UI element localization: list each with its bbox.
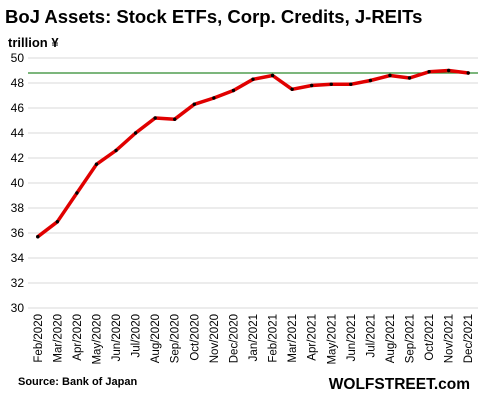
data-point [290, 87, 294, 91]
y-tick-label: 42 [11, 151, 25, 165]
data-markers [36, 68, 470, 239]
data-point [309, 83, 314, 88]
x-tick-label: Feb/2021 [268, 314, 280, 363]
x-tick-label: Jun/2021 [346, 314, 358, 361]
data-point [192, 102, 197, 106]
x-tick-label: May/2020 [91, 314, 103, 365]
x-tick-label: Sep/2020 [170, 314, 182, 363]
data-point [153, 116, 157, 120]
data-point [36, 235, 40, 239]
x-axis-ticks: Feb/2020 Mar/2020 Apr/2020 May/2020 Jun/2020… [33, 314, 475, 365]
x-tick-label: Oct/2020 [189, 314, 201, 361]
data-point [55, 220, 60, 224]
x-tick-label: Nov/2021 [444, 314, 456, 363]
chart-title: BoJ Assets: Stock ETFs, Corp. Credits, J… [5, 6, 422, 27]
x-tick-label: Apr/2020 [72, 314, 84, 361]
y-tick-label: 36 [11, 226, 25, 240]
data-point [388, 73, 392, 78]
y-tick-label: 40 [11, 176, 25, 190]
y-axis-units: trillion ¥ [8, 35, 59, 50]
y-tick-label: 48 [11, 76, 25, 90]
y-axis-ticks: 30 32 34 36 38 40 42 44 46 48 50 [11, 51, 25, 315]
x-tick-label: Mar/2021 [287, 314, 299, 363]
x-tick-label: Apr/2021 [307, 314, 319, 361]
data-point [114, 148, 118, 153]
x-tick-label: Jun/2020 [111, 314, 123, 361]
data-point [94, 162, 99, 166]
data-point [329, 82, 333, 86]
x-tick-label: Dec/2021 [463, 314, 475, 363]
x-tick-label: Oct/2021 [424, 314, 436, 361]
data-point [133, 131, 138, 135]
y-tick-label: 34 [11, 251, 25, 265]
x-tick-label: Feb/2020 [33, 314, 45, 363]
data-point [173, 117, 177, 121]
y-tick-label: 30 [11, 301, 25, 315]
source-note: Source: Bank of Japan [18, 376, 137, 388]
x-tick-label: Mar/2020 [52, 314, 64, 363]
data-point [231, 88, 236, 93]
y-tick-label: 44 [11, 126, 25, 140]
x-tick-label: Dec/2020 [228, 314, 240, 363]
y-tick-label: 38 [11, 201, 25, 215]
data-point [368, 78, 373, 83]
data-point [251, 77, 255, 81]
y-tick-label: 46 [11, 101, 25, 115]
x-tick-label: Aug/2021 [385, 314, 397, 363]
brand-watermark: WOLFSTREET.com [329, 376, 470, 393]
data-point [466, 71, 470, 75]
x-tick-label: May/2021 [326, 314, 338, 365]
y-tick-label: 32 [11, 276, 25, 290]
x-tick-label: Nov/2020 [209, 314, 221, 363]
data-point [75, 191, 79, 195]
x-tick-label: Sep/2021 [405, 314, 417, 363]
data-point [270, 73, 275, 78]
x-tick-label: Jul/2020 [131, 314, 143, 357]
x-tick-label: Jan/2021 [248, 314, 260, 361]
data-point [212, 96, 216, 100]
x-tick-label: Aug/2020 [150, 314, 162, 363]
series-line [36, 68, 470, 239]
data-point [446, 68, 451, 73]
data-point [407, 76, 412, 80]
x-tick-label: Jul/2021 [365, 314, 377, 357]
y-tick-label: 50 [11, 51, 25, 65]
data-point [349, 82, 353, 86]
data-point [427, 70, 431, 74]
grid [28, 57, 478, 309]
